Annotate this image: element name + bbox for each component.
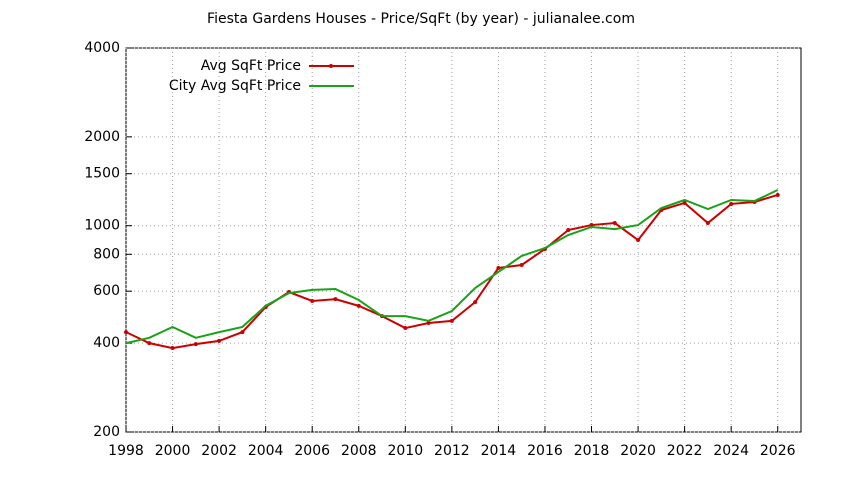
chart-title: Fiesta Gardens Houses - Price/SqFt (by y… xyxy=(207,11,635,27)
x-tick-label: 2012 xyxy=(434,443,470,459)
point xyxy=(217,338,222,343)
x-tick-label: 2026 xyxy=(760,443,796,459)
point xyxy=(566,227,571,232)
point xyxy=(682,200,687,205)
x-tick-label: 2008 xyxy=(341,443,377,459)
point xyxy=(705,221,710,226)
legend-label: Avg SqFt Price xyxy=(201,58,301,74)
x-tick-label: 1998 xyxy=(108,443,144,459)
point xyxy=(333,297,338,302)
point xyxy=(636,238,641,243)
legend-marker xyxy=(329,64,333,68)
point xyxy=(729,201,734,206)
point xyxy=(519,262,524,267)
y-tick-label: 1000 xyxy=(84,218,120,234)
series-line xyxy=(125,189,779,345)
x-tick-label: 2006 xyxy=(294,443,330,459)
x-tick-label: 2004 xyxy=(248,443,284,459)
x-tick-label: 2002 xyxy=(201,443,237,459)
point xyxy=(170,346,175,351)
x-tick-label: 2022 xyxy=(667,443,703,459)
plot-frame xyxy=(125,47,802,433)
x-tick-label: 2018 xyxy=(574,443,610,459)
y-tick-label: 400 xyxy=(93,335,120,351)
y-tick-label: 1500 xyxy=(84,166,120,182)
point xyxy=(403,326,408,331)
point xyxy=(193,342,198,347)
y-tick-label: 2000 xyxy=(84,129,120,145)
point xyxy=(589,223,594,228)
series-line xyxy=(125,194,779,350)
legend-label: City Avg SqFt Price xyxy=(169,78,301,94)
x-tick-label: 2016 xyxy=(527,443,563,459)
point xyxy=(426,321,431,326)
point xyxy=(124,330,128,335)
y-tick-label: 4000 xyxy=(84,40,120,56)
x-tick-label: 2000 xyxy=(155,443,191,459)
point xyxy=(449,318,454,323)
point xyxy=(240,330,245,335)
y-tick-label: 800 xyxy=(93,246,120,262)
point xyxy=(775,192,780,197)
point xyxy=(473,300,478,305)
y-tick-label: 600 xyxy=(93,283,120,299)
point xyxy=(612,221,617,226)
x-tick-label: 2024 xyxy=(713,443,749,459)
x-tick-label: 2020 xyxy=(620,443,656,459)
x-tick-label: 2010 xyxy=(387,443,423,459)
x-tick-label: 2014 xyxy=(481,443,517,459)
point xyxy=(310,298,315,303)
y-tick-label: 200 xyxy=(93,424,120,440)
point xyxy=(356,303,361,308)
point xyxy=(496,265,501,270)
point xyxy=(147,341,152,346)
